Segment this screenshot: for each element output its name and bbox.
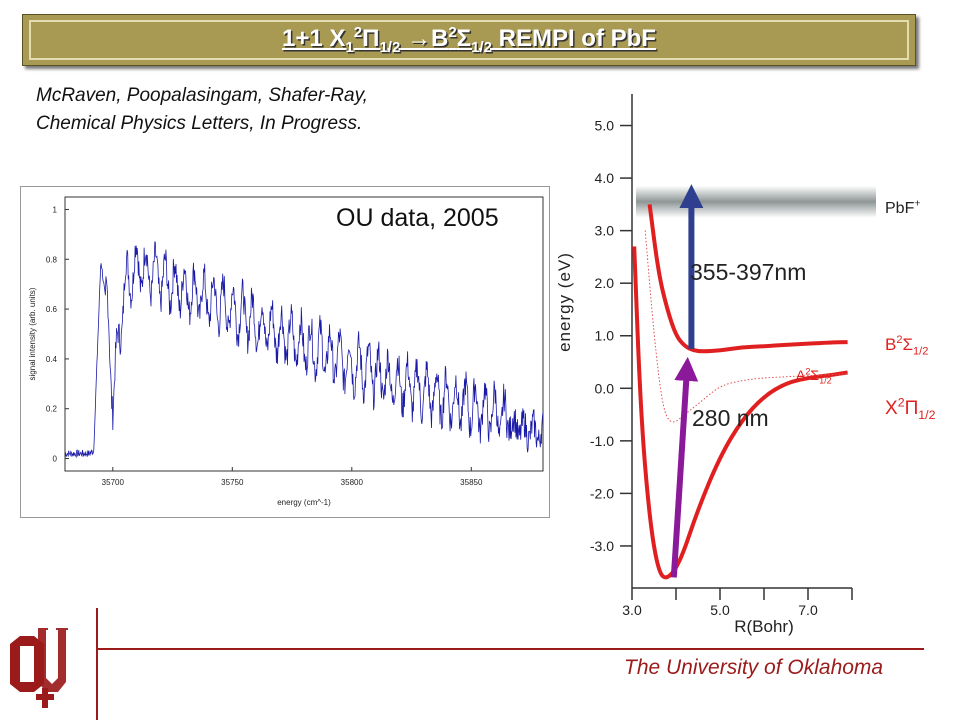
x-tick-label: 35700: [102, 478, 125, 487]
b-state-curve: [647, 204, 848, 354]
y-tick-label: 1.0: [595, 328, 615, 344]
x-state-label: X2Π1/2: [885, 395, 936, 421]
x-tick-label: 3.0: [622, 602, 642, 618]
x-tick-label: 5.0: [710, 602, 730, 618]
y-tick-label: 1: [53, 205, 58, 214]
potential-energy-chart: 5.0 4.0 3.0 2.0 1.0 0.0 -1.0 -2.0 -3.0 energy (eV…: [555, 94, 936, 636]
footer-vertical-rule: [96, 608, 98, 720]
y-tick-label: 0: [53, 455, 58, 464]
y-tick-label: 0.0: [595, 380, 615, 396]
title-frame: 1+1 X12Π1/2 →B2Σ1/2 REMPI of PbF: [29, 20, 909, 60]
ou-logo-icon: [10, 628, 68, 708]
y-tick-label: 3.0: [595, 223, 615, 239]
spectrum-trace: [64, 241, 544, 459]
y-tick-label: 0.6: [46, 305, 58, 314]
footer-divider: [96, 648, 924, 650]
y-tick-label: -1.0: [590, 433, 614, 449]
slide-title: 1+1 X12Π1/2 →B2Σ1/2 REMPI of PbF: [282, 24, 656, 56]
x-axis-label: energy (cm^-1): [277, 498, 331, 507]
y-tick-label: 4.0: [595, 170, 615, 186]
x-axis-label: R(Bohr): [734, 617, 794, 636]
x-tick-label: 35850: [460, 478, 483, 487]
ion-threshold-band: [636, 185, 876, 218]
uv-transition-arrow: [670, 356, 699, 578]
a-state-label: A2Σ1/2: [796, 366, 832, 385]
x-state-curve: [632, 246, 848, 580]
y-tick-label: -2.0: [590, 485, 614, 501]
ion-state-label: PbF+: [885, 199, 920, 217]
y-tick-label: 0.2: [46, 405, 58, 414]
transition-label-visible: 355-397nm: [690, 259, 806, 285]
y-tick-label: 5.0: [595, 118, 615, 134]
spectrum-panel: 0 0.2 0.4 0.6 0.8 1 35700 35750 35800 35850 energy…: [20, 186, 550, 518]
y-axis-label: energy (eV): [555, 252, 574, 352]
citation-line-2: Chemical Physics Letters, In Progress.: [36, 112, 363, 134]
x-tick-label: 35750: [221, 478, 244, 487]
y-axis-label: signal intensity (arb. units): [28, 287, 37, 380]
spectrum-plot-frame: [64, 196, 544, 472]
transition-label-uv: 280 nm: [692, 405, 769, 431]
y-tick-label: 2.0: [595, 275, 615, 291]
spectrum-chart: 0 0.2 0.4 0.6 0.8 1 35700 35750 35800 35850 energy…: [28, 196, 544, 507]
y-tick-label: 0.4: [46, 355, 58, 364]
university-footer: The University of Oklahoma: [624, 656, 884, 679]
a-state-curve: [644, 230, 848, 423]
y-tick-label: 0.8: [46, 255, 58, 264]
citation-line-1: McRaven, Poopalasingam, Shafer-Ray,: [36, 85, 368, 106]
title-banner: 1+1 X12Π1/2 →B2Σ1/2 REMPI of PbF: [22, 14, 916, 66]
citation: McRaven, Poopalasingam, Shafer-Ray, Chem…: [36, 82, 368, 137]
ou-data-label: OU data, 2005: [336, 204, 499, 232]
x-tick-label: 7.0: [798, 602, 818, 618]
y-tick-label: -3.0: [590, 538, 614, 554]
x-tick-label: 35800: [341, 478, 364, 487]
b-state-label: B2Σ1/2: [885, 334, 928, 357]
